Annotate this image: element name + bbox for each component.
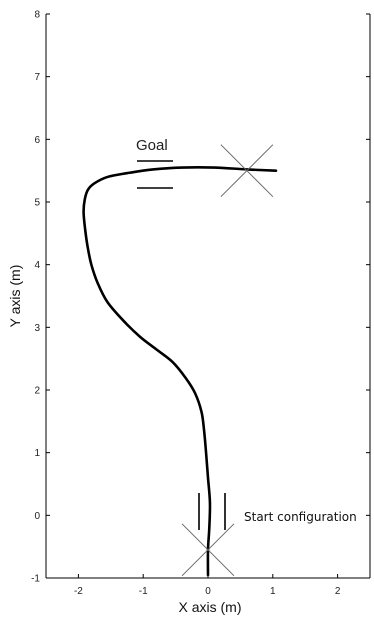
y-ticks: -1 0 1 2 3 4 5 6 7 8 [31, 10, 370, 585]
y-tick-label: 1 [34, 448, 40, 459]
y-tick-label: 4 [34, 260, 40, 271]
y-tick-label: 2 [34, 386, 40, 397]
chart-marks [82, 165, 278, 577]
goal-marker-x [220, 144, 274, 198]
y-tick-label: 7 [34, 72, 40, 83]
y-tick-label: 8 [34, 10, 40, 21]
y-tick-label: 6 [34, 135, 40, 146]
plot-axes [45, 14, 371, 579]
y-tick-label: 5 [34, 198, 40, 209]
x-ticks: -2 -1 0 1 2 [74, 574, 341, 597]
x-tick-label: -2 [74, 586, 83, 597]
goal-label: Goal [136, 137, 168, 154]
x-tick-label: -1 [139, 586, 148, 597]
x-axis-label: X axis (m) [179, 599, 242, 615]
y-tick-label: 0 [34, 511, 40, 522]
trajectory-line [82, 165, 278, 577]
x-tick-label: 2 [335, 586, 341, 597]
start-marker-x [181, 523, 235, 577]
annotations: Goal Start configuration [136, 137, 357, 577]
y-axis-label: Y axis (m) [7, 265, 23, 328]
start-label: Start configuration [244, 510, 357, 524]
x-tick-label: 1 [270, 586, 276, 597]
y-tick-label: -1 [31, 574, 40, 585]
y-tick-label: 3 [34, 323, 40, 334]
x-tick-label: 0 [205, 586, 211, 597]
